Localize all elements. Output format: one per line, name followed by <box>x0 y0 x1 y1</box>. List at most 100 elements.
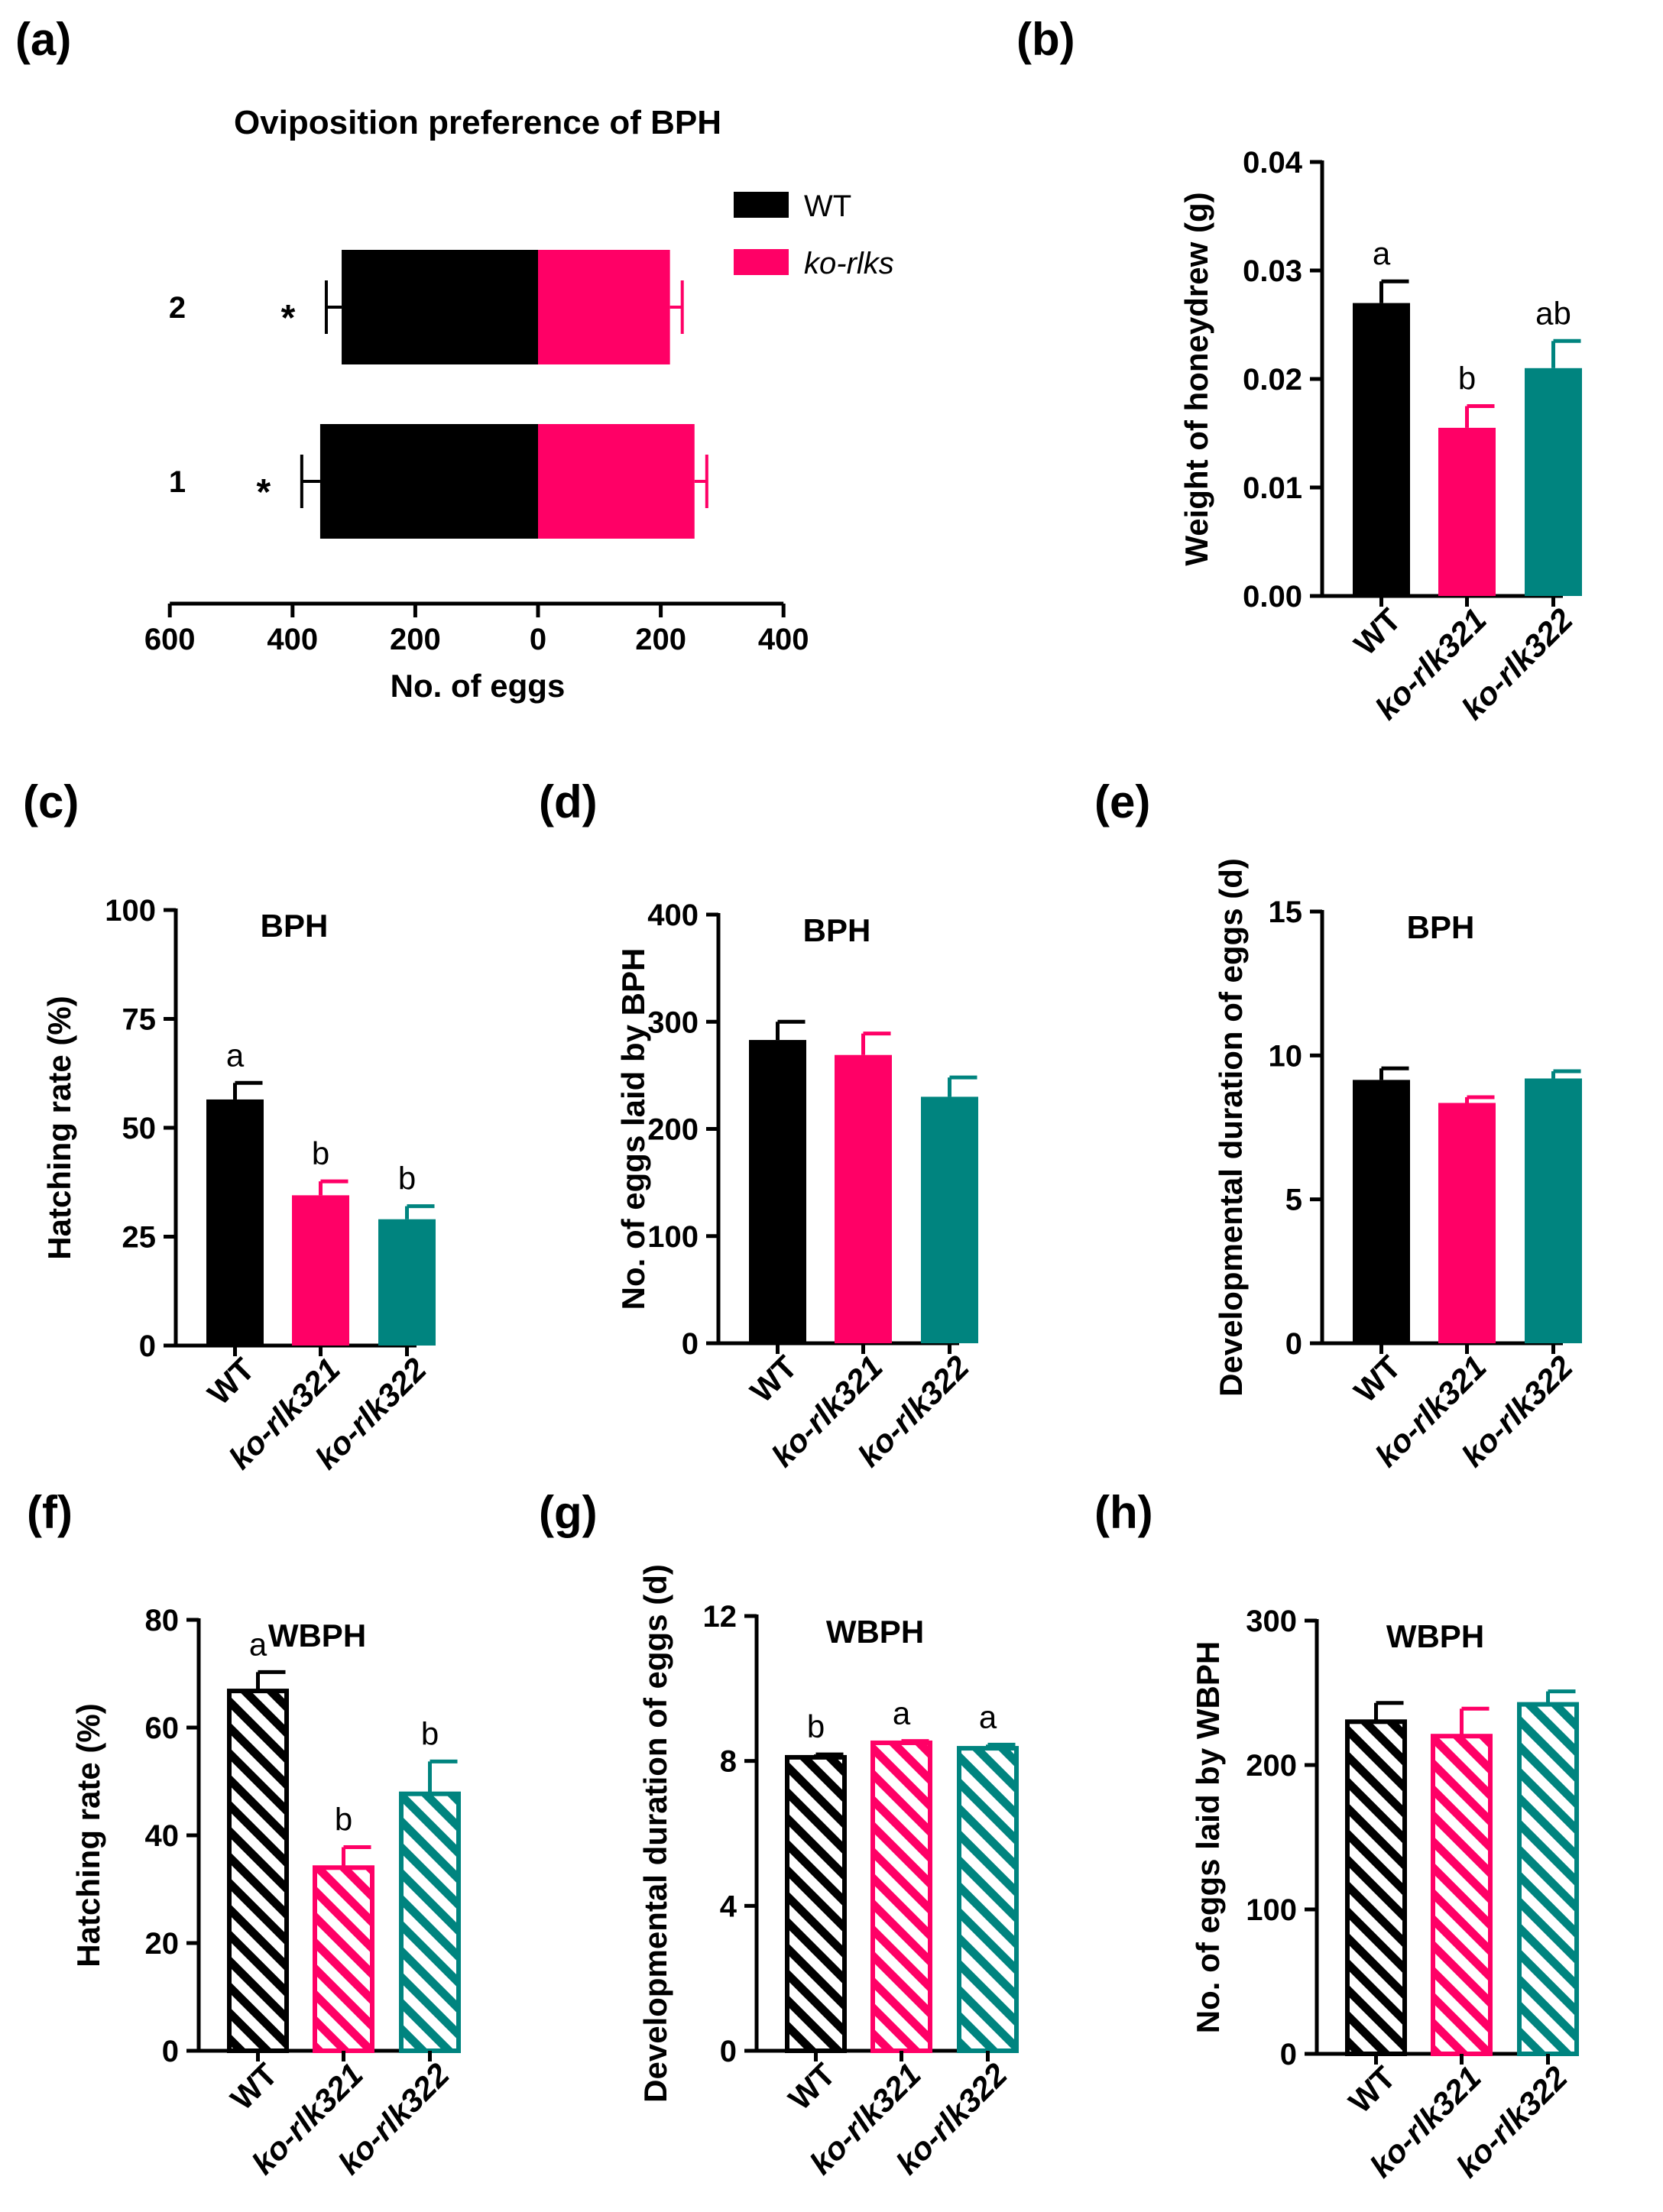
y-axis-label: Developmental duration of eggs (d) <box>1213 858 1249 1397</box>
bar-0 <box>1345 1719 1407 2057</box>
bar-0 <box>785 1754 847 2054</box>
y-tick-label: 400 <box>647 899 699 932</box>
bar-0 <box>1353 1080 1410 1343</box>
legend-swatch <box>734 249 789 275</box>
panel-label: (e) <box>1094 776 1150 827</box>
y-tick-label: 100 <box>647 1220 699 1254</box>
significance-letter: a <box>979 1699 997 1734</box>
y-tick-label: 2 <box>169 291 186 325</box>
bar-2 <box>1517 1702 1579 2057</box>
panel-h: (h) WBPH 0 100 200 300 No. of eggs laid by WBP… <box>1094 1487 1579 2184</box>
significance-letter: b <box>335 1802 352 1838</box>
y-tick-label: 15 <box>1269 895 1303 929</box>
y-axis-label: Weight of honeydrew (g) <box>1178 192 1214 565</box>
y-tick-label: 200 <box>1246 1749 1297 1783</box>
bar-0 <box>206 1099 264 1346</box>
x-tick-label: WT <box>1347 601 1408 662</box>
significance-letter: a <box>1373 235 1391 271</box>
bar-1 <box>870 1740 932 2053</box>
panel-label: (f) <box>27 1487 73 1538</box>
significance-letter: b <box>807 1708 825 1744</box>
bar-1 <box>1438 1103 1496 1343</box>
y-tick-label: 0.02 <box>1243 363 1302 397</box>
y-tick-label: 300 <box>1246 1605 1297 1638</box>
chart-title: BPH <box>803 912 871 948</box>
significance-letter: ab <box>1535 295 1571 331</box>
panel-label: (g) <box>539 1487 598 1538</box>
x-tick-label: 400 <box>758 623 809 656</box>
chart-title: BPH <box>261 908 329 944</box>
bar-1 <box>313 1865 374 2054</box>
y-axis-label: Developmental duration of eggs (d) <box>637 1564 673 2103</box>
x-tick-label: WT <box>1347 1349 1408 1410</box>
chart-title: Oviposition preference of BPH <box>234 104 721 141</box>
bar-2 <box>399 1791 461 2054</box>
chart-title: BPH <box>1407 909 1475 945</box>
significance-letter: a <box>893 1695 911 1731</box>
x-tick-label: WT <box>223 2056 284 2117</box>
legend-swatch <box>734 192 789 218</box>
legend-label: WT <box>804 189 851 223</box>
y-tick-label: 0.00 <box>1243 580 1302 614</box>
chart-title: WBPH <box>826 1614 924 1650</box>
panel-label: (d) <box>539 776 598 827</box>
y-tick-label: 0 <box>720 2035 737 2068</box>
y-tick-label: 75 <box>122 1003 157 1037</box>
x-tick-label: WT <box>200 1351 261 1412</box>
significance-star: * <box>257 472 271 513</box>
y-axis-label: No. of eggs laid by WBPH <box>1190 1641 1226 2033</box>
significance-letter: b <box>312 1135 329 1171</box>
bar-0 <box>1353 303 1410 596</box>
bar-2 <box>378 1219 436 1346</box>
x-tick-label: WT <box>1341 2059 1402 2120</box>
y-tick-label: 0 <box>1285 1327 1302 1361</box>
y-tick-label: 25 <box>122 1221 157 1255</box>
y-tick-label: 1 <box>169 465 186 499</box>
bar-0 <box>749 1040 806 1343</box>
bar-1 <box>1431 1734 1493 2056</box>
chart-title: WBPH <box>1386 1618 1484 1654</box>
x-tick-label: WT <box>781 2056 842 2117</box>
y-tick-label: 0.03 <box>1243 254 1302 288</box>
panel-d: (d) BPH 0 100 200 300 400 No. of eggs laid by B… <box>539 776 978 1474</box>
y-tick-label: 0 <box>1280 2038 1297 2071</box>
chart-title: WBPH <box>268 1618 366 1653</box>
bar-1 <box>292 1195 349 1346</box>
y-tick-label: 4 <box>720 1890 737 1923</box>
panel-label: (c) <box>23 776 79 827</box>
bar-1 <box>835 1054 892 1343</box>
y-tick-label: 100 <box>1246 1893 1297 1927</box>
y-tick-label: 80 <box>145 1604 180 1637</box>
y-tick-label: 50 <box>122 1112 157 1145</box>
x-tick-label: 400 <box>267 623 318 656</box>
y-tick-label: 8 <box>720 1745 737 1779</box>
panel-e: (e) BPH 0 5 10 15 Developmental duration of eg… <box>1094 776 1582 1474</box>
y-axis-label: Hatching rate (%) <box>41 996 77 1259</box>
y-axis-label: Hatching rate (%) <box>70 1703 106 1967</box>
x-axis-label: No. of eggs <box>391 668 566 704</box>
bar-2 <box>921 1096 978 1343</box>
x-tick-label: WT <box>743 1349 804 1410</box>
significance-letter: b <box>421 1715 439 1751</box>
significance-star: * <box>281 298 296 338</box>
y-tick-label: 0 <box>162 2035 179 2068</box>
bar-1 <box>1438 427 1496 596</box>
bar-2 <box>1525 1078 1582 1343</box>
y-tick-label: 10 <box>1269 1039 1303 1073</box>
y-tick-label: 200 <box>647 1113 699 1147</box>
panel-label: (b) <box>1016 14 1075 65</box>
y-tick-label: 0.04 <box>1243 146 1303 180</box>
y-tick-label: 5 <box>1285 1184 1302 1217</box>
bar-ko-rlks <box>538 424 695 539</box>
panel-g: (g) WBPH 0 4 8 12 Developmental duration of eg… <box>539 1487 1019 2181</box>
bar-0 <box>227 1689 289 2054</box>
y-tick-label: 60 <box>145 1712 180 1745</box>
x-tick-label: 200 <box>635 623 686 656</box>
bar-ko-rlks <box>538 250 670 364</box>
significance-letter: b <box>1458 361 1476 397</box>
panel-label: (h) <box>1094 1487 1153 1538</box>
